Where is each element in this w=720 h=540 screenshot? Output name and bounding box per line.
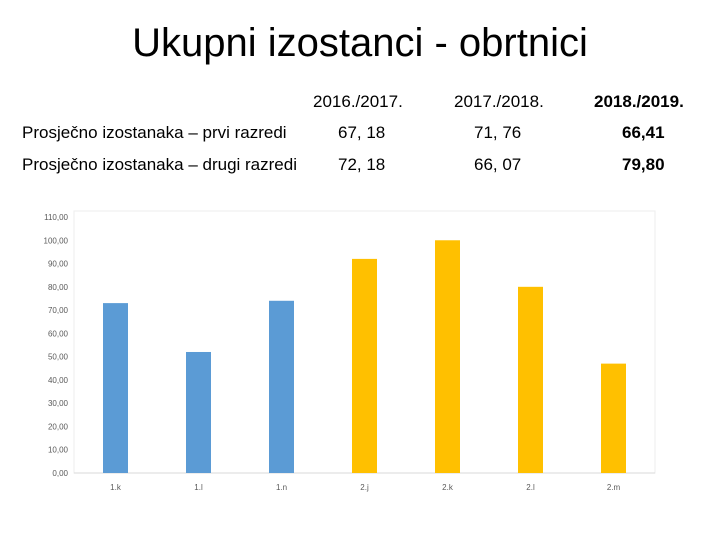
x-category-label: 1.n [276, 483, 287, 492]
cell-second-2017: 66, 07 [474, 155, 522, 174]
x-category-label: 2.l [526, 483, 535, 492]
x-category-label: 1.k [110, 483, 122, 492]
bar-2j [352, 258, 377, 473]
cell-first-2016: 67, 18 [338, 123, 386, 142]
row-label-second-grades: Prosječno izostanaka – drugi razredi [22, 155, 297, 174]
cell-first-2017: 71, 76 [474, 123, 522, 142]
cell-second-2018: 79,80 [622, 155, 665, 174]
bar-2k [435, 240, 460, 473]
cell-first-2018: 66,41 [622, 123, 665, 142]
x-category-label: 1.l [194, 483, 203, 492]
bar-1k [103, 303, 128, 473]
bar-1n [269, 300, 294, 473]
row-label-first-grades: Prosječno izostanaka – prvi razredi [22, 123, 287, 142]
y-tick-label: 60,00 [48, 329, 69, 338]
y-tick-label: 30,00 [48, 399, 69, 408]
y-tick-label: 10,00 [48, 446, 69, 455]
y-tick-label: 40,00 [48, 376, 69, 385]
year-header-2017: 2017./2018. [454, 92, 544, 111]
y-tick-label: 90,00 [48, 260, 69, 269]
x-category-label: 2.m [607, 483, 621, 492]
y-tick-label: 100,00 [44, 236, 69, 245]
y-tick-label: 80,00 [48, 283, 69, 292]
cell-second-2016: 72, 18 [338, 155, 386, 174]
bar-1l [186, 351, 211, 473]
y-tick-label: 110,00 [44, 213, 68, 222]
x-category-label: 2.k [442, 483, 454, 492]
bar-2l [518, 286, 543, 473]
year-header-2016: 2016./2017. [313, 92, 403, 111]
y-tick-label: 20,00 [48, 422, 69, 431]
y-tick-label: 50,00 [48, 353, 69, 362]
year-header-2018: 2018./2019. [594, 92, 684, 111]
page-title: Ukupni izostanci - obrtnici [132, 21, 588, 65]
x-category-label: 2.j [360, 483, 369, 492]
y-tick-label: 0,00 [52, 469, 68, 478]
y-tick-label: 70,00 [48, 306, 69, 315]
bar-2m [601, 363, 626, 473]
